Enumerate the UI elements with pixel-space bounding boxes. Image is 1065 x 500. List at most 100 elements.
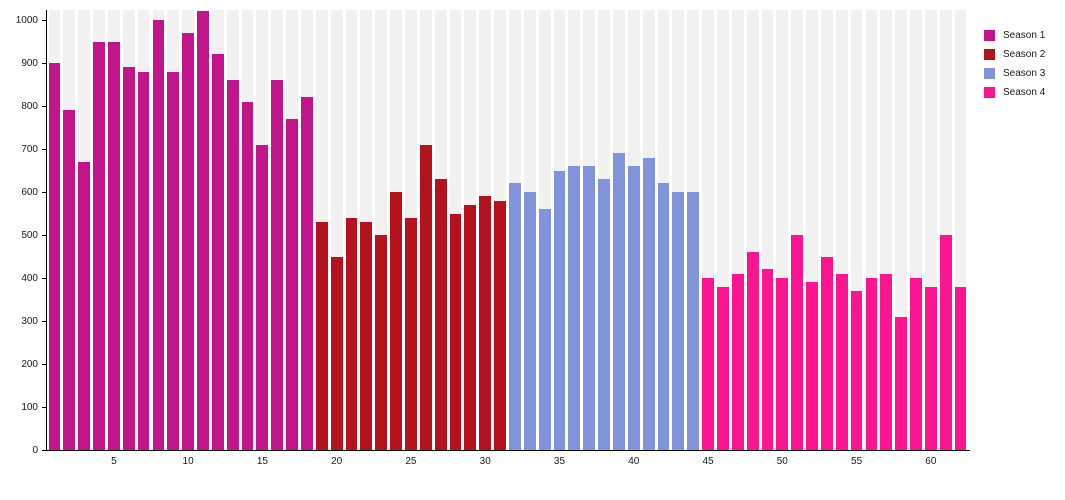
bar <box>390 192 402 450</box>
bar-background-column <box>761 10 774 450</box>
y-tick-mark <box>42 20 46 21</box>
bar-background-column <box>702 10 714 450</box>
bar <box>746 252 759 450</box>
x-tick-label: 5 <box>111 456 117 467</box>
x-tick-label: 45 <box>702 456 714 467</box>
bar <box>642 157 655 450</box>
bar <box>702 278 714 450</box>
bar <box>494 200 506 450</box>
bar-background-column <box>806 10 818 450</box>
x-tick-label: 20 <box>331 456 343 467</box>
bar-background-column <box>910 10 922 450</box>
legend-label: Season 3 <box>1003 68 1046 79</box>
bar <box>761 269 774 450</box>
bar <box>226 80 239 450</box>
bar <box>286 118 298 450</box>
bar <box>182 32 195 450</box>
bar <box>865 278 878 450</box>
bar-background-column <box>865 10 878 450</box>
bar <box>315 222 328 450</box>
bar <box>613 153 625 450</box>
bar <box>330 256 343 450</box>
y-tick-mark <box>42 63 46 64</box>
bar <box>850 290 863 450</box>
bar-background-column <box>895 10 908 450</box>
bar <box>197 11 209 450</box>
x-axis-line <box>42 450 970 451</box>
plot-area <box>47 10 968 451</box>
y-tick-label: 1000 <box>15 15 38 26</box>
x-tick-label: 35 <box>553 456 566 467</box>
legend-item: Season 3 <box>984 68 1045 79</box>
y-tick-mark <box>42 364 46 365</box>
bar-background-column <box>835 10 848 450</box>
bar-background-column <box>375 10 388 450</box>
bar <box>48 63 61 450</box>
bar <box>107 41 120 450</box>
y-tick-label: 800 <box>21 101 38 112</box>
bar <box>78 161 91 450</box>
bar <box>791 235 804 450</box>
bar <box>360 222 373 450</box>
legend-item: Season 2 <box>984 49 1045 60</box>
bar <box>657 183 670 450</box>
bar <box>880 273 893 450</box>
y-tick-mark <box>42 192 46 193</box>
legend-item: Season 1 <box>984 30 1045 41</box>
y-tick-label: 200 <box>21 359 38 370</box>
bar <box>806 282 818 450</box>
bar <box>835 273 848 450</box>
x-tick-label: 50 <box>776 456 788 467</box>
bar <box>479 196 492 450</box>
legend-item: Season 4 <box>984 87 1045 98</box>
y-tick-label: 0 <box>32 445 38 456</box>
bar-background-column <box>820 10 833 450</box>
bar <box>924 286 937 450</box>
y-tick-label: 900 <box>21 58 38 69</box>
legend-swatch-icon <box>984 49 995 60</box>
bar <box>93 41 105 450</box>
bar <box>63 110 76 450</box>
bar <box>598 179 610 450</box>
x-tick-label: 60 <box>925 456 937 467</box>
bar-background-column <box>716 10 729 450</box>
bar <box>583 166 596 450</box>
y-tick-label: 500 <box>21 230 38 241</box>
legend: Season 1 Season 2 Season 3 Season 4 <box>984 30 1045 106</box>
bar-background-column <box>939 10 952 450</box>
bar <box>568 166 581 450</box>
bar-background-column <box>330 10 343 450</box>
y-tick-label: 700 <box>21 144 38 155</box>
x-tick-label: 40 <box>628 456 640 467</box>
legend-label: Season 1 <box>1003 30 1046 41</box>
x-tick-label: 15 <box>256 456 268 467</box>
bar <box>152 20 165 450</box>
bar <box>954 286 967 450</box>
legend-swatch-icon <box>984 30 995 41</box>
bar <box>538 209 551 450</box>
legend-swatch-icon <box>984 87 995 98</box>
legend-label: Season 2 <box>1003 49 1046 60</box>
y-tick-mark <box>42 278 46 279</box>
bar <box>405 217 417 450</box>
y-tick-mark <box>42 235 46 236</box>
y-tick-label: 600 <box>21 187 38 198</box>
bar <box>122 67 135 450</box>
bar <box>167 71 180 450</box>
x-tick-label: 10 <box>182 456 194 467</box>
bar <box>434 179 447 450</box>
bar <box>509 183 521 450</box>
bar-background-column <box>880 10 893 450</box>
y-tick-mark <box>42 407 46 408</box>
legend-swatch-icon <box>984 68 995 79</box>
bar <box>256 144 269 450</box>
bar <box>523 192 536 450</box>
bar <box>419 144 432 450</box>
bar-background-column <box>746 10 759 450</box>
y-tick-label: 300 <box>21 316 38 327</box>
bar <box>241 101 254 450</box>
x-tick-label: 55 <box>851 456 863 467</box>
bar <box>375 235 388 450</box>
y-tick-mark <box>42 450 46 451</box>
